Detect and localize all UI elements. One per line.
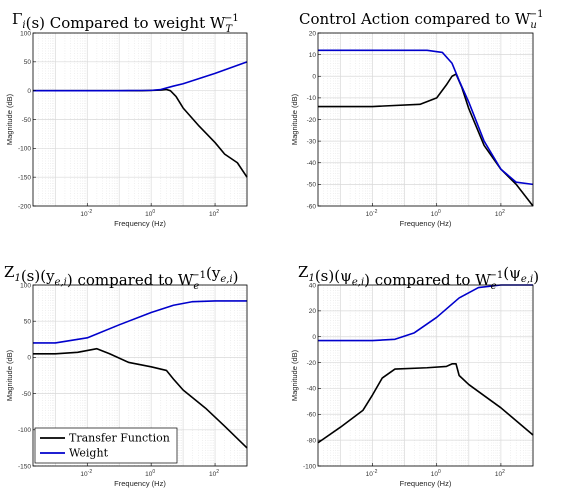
series-line-weight	[33, 300, 247, 344]
y-tick-label: 0	[312, 74, 316, 81]
plot-area	[318, 285, 533, 466]
x-tick-label: 10-2	[366, 209, 378, 218]
y-tick-label: -40	[307, 386, 317, 393]
legend-box	[34, 427, 178, 464]
x-axis-label: Frequency (Hz)	[114, 479, 166, 488]
y-tick-label: 0	[27, 355, 31, 362]
y-tick-label: 10	[309, 52, 317, 59]
y-tick-label: 0	[312, 334, 316, 341]
y-axis-label: Magnitude (dB)	[5, 349, 14, 401]
y-tick-label: -50	[22, 117, 32, 124]
x-tick-label: 100	[145, 209, 155, 218]
grid	[317, 284, 534, 467]
x-axis-label: Frequency (Hz)	[400, 219, 452, 228]
series-line-weight	[33, 61, 248, 92]
legend: Transfer Function Weight	[34, 427, 178, 464]
y-tick-label: 100	[20, 30, 31, 37]
x-tick-label: 100	[431, 209, 441, 218]
series-line-transfer-function	[33, 347, 248, 449]
y-axis-label: Magnitude (dB)	[5, 93, 14, 145]
y-tick-label: -80	[307, 437, 317, 444]
x-tick-label: 10-2	[80, 209, 92, 218]
y-tick-label: 50	[24, 319, 32, 326]
chart-panel-1: 100 50 0 -50 -100 -150 -200 10-2 100 102 Frequency…	[5, 10, 248, 228]
chart-title: Z1(s)(ψe,i) compared to We−1(ψe,i)	[298, 263, 539, 292]
y-axis-label: Magnitude (dB)	[290, 349, 299, 401]
y-tick-label: -50	[22, 391, 32, 398]
x-axis-label: Frequency (Hz)	[400, 479, 452, 488]
y-tick-label: -150	[18, 174, 31, 181]
y-tick-label: -200	[18, 203, 31, 210]
y-tick-label: -100	[18, 427, 31, 434]
series-line-weight	[318, 49, 534, 186]
x-tick-label: 10-2	[366, 469, 378, 478]
x-tick-label: 102	[209, 469, 219, 478]
x-tick-label: 102	[209, 209, 219, 218]
y-tick-label: -10	[307, 95, 317, 102]
y-tick-label: 0	[27, 88, 31, 95]
y-tick-label: 20	[309, 30, 317, 37]
legend-entry: Transfer Function	[69, 432, 170, 445]
y-tick-label: -100	[18, 146, 31, 153]
x-tick-label: 100	[145, 469, 155, 478]
y-tick-label: -30	[307, 138, 317, 145]
y-tick-label: 100	[20, 282, 31, 289]
y-tick-label: 40	[309, 282, 317, 289]
axes-frame	[317, 284, 534, 467]
y-tick-label: -50	[307, 182, 317, 189]
chart-title: Control Action compared to Wu−1	[299, 9, 544, 31]
y-axis-label: Magnitude (dB)	[290, 93, 299, 145]
y-tick-label: 20	[309, 308, 317, 315]
x-tick-label: 100	[431, 469, 441, 478]
y-tick-label: 50	[24, 59, 32, 66]
x-tick-label: 102	[495, 209, 505, 218]
chart-panel-4: 40 20 0 -20 -40 -60 -80 -100 10-2 100 102 Frequency…	[290, 263, 539, 488]
chart-title: Γi(s) Compared to weight WT−1	[12, 10, 239, 35]
series-line-transfer-function	[317, 363, 534, 444]
y-tick-label: -60	[307, 203, 317, 210]
x-axis-label: Frequency (Hz)	[114, 219, 166, 228]
y-tick-label: -60	[307, 412, 317, 419]
series-line-weight	[318, 284, 533, 342]
y-tick-label: -20	[307, 117, 317, 124]
legend-entry: Weight	[69, 447, 109, 460]
y-tick-label: -150	[18, 463, 31, 470]
chart-title: Z1(s)(ye,i) compared to We−1(ye,i)	[4, 263, 238, 292]
y-tick-label: -40	[307, 160, 317, 167]
y-tick-label: -20	[307, 360, 317, 367]
x-tick-label: 10-2	[80, 469, 92, 478]
y-tick-label: -100	[303, 463, 316, 470]
chart-panel-3: 100 50 0 -50 -100 -150 10-2 100 102 Frequency (Hz…	[4, 263, 248, 488]
axes-frame	[32, 284, 248, 467]
x-tick-label: 102	[495, 469, 505, 478]
